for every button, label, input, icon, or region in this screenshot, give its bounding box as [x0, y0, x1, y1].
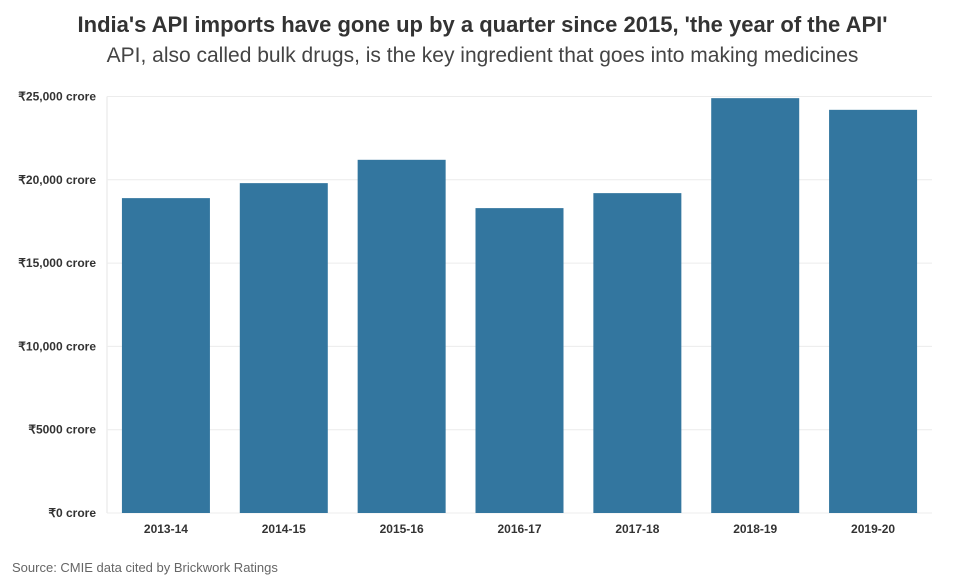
x-tick-label: 2014-15: [262, 522, 306, 536]
source-note: Source: CMIE data cited by Brickwork Rat…: [12, 560, 278, 575]
y-tick-label: ₹0 crore: [48, 506, 96, 520]
y-tick-label: ₹25,000 crore: [18, 90, 96, 104]
x-tick-label: 2018-19: [733, 522, 777, 536]
bar-2019-20: [829, 109, 918, 513]
bar-2018-19: [711, 98, 800, 513]
bar-2013-14: [121, 198, 210, 513]
y-tick-label: ₹10,000 crore: [18, 339, 96, 353]
chart-title: India's API imports have gone up by a qu…: [77, 12, 888, 37]
x-tick-label: 2015-16: [380, 522, 424, 536]
x-tick-label: 2019-20: [851, 522, 895, 536]
bar-2015-16: [357, 159, 446, 514]
chart-subtitle: API, also called bulk drugs, is the key …: [106, 44, 859, 67]
x-tick-label: 2013-14: [144, 522, 188, 536]
x-tick-label: 2016-17: [497, 522, 541, 536]
y-tick-label: ₹20,000 crore: [18, 173, 96, 187]
x-tick-label: 2017-18: [615, 522, 659, 536]
bar-2014-15: [239, 183, 328, 513]
y-tick-label: ₹5000 crore: [28, 423, 96, 437]
bar-2016-17: [475, 208, 564, 513]
bar-2017-18: [593, 193, 682, 514]
y-tick-label: ₹15,000 crore: [18, 256, 96, 270]
